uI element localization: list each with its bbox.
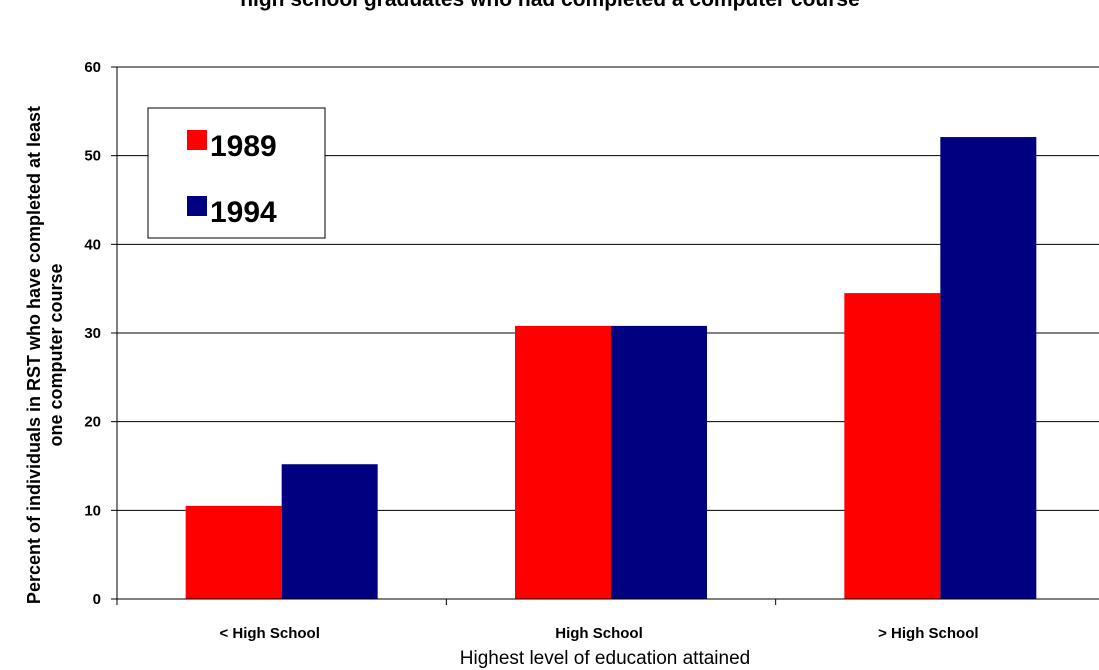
legend-box: [147, 107, 326, 239]
y-tick-label: 50: [84, 148, 101, 165]
chart-title: high school graduates who had completed …: [240, 0, 860, 11]
y-tick-label: 30: [84, 325, 101, 342]
y-tick-label: 10: [84, 502, 101, 519]
x-category-labels: < High School High School > High School: [219, 625, 978, 642]
bar-1994-1: [281, 464, 378, 599]
x-axis-label: Highest level of education attained: [460, 648, 750, 669]
x-category-label: > High School: [878, 625, 978, 642]
x-category-label: < High School: [219, 625, 319, 642]
legend-label-1994: 1994: [210, 196, 277, 229]
bar-1994-3: [940, 137, 1037, 599]
legend-swatch-1989: [187, 130, 207, 150]
y-tick-label: 20: [84, 414, 101, 431]
y-tick-label: 60: [84, 59, 101, 76]
y-axis-label: Percent of individuals in RST who have c…: [24, 106, 66, 604]
axes: [111, 66, 1099, 605]
x-category-label: High School: [555, 625, 643, 642]
legend-label-1989: 1989: [210, 130, 277, 163]
y-tick-label: 40: [84, 236, 101, 253]
y-tick-label: 0: [93, 591, 101, 608]
bar-1989-2: [515, 325, 611, 599]
legend-swatch-1994: [187, 196, 207, 216]
bar-1989-3: [844, 293, 941, 599]
bar-1989-1: [185, 505, 282, 599]
bars: [185, 137, 1037, 599]
bar-1994-2: [611, 325, 707, 599]
y-axis-label-line2: one computer course: [46, 263, 66, 446]
y-tick-labels: 0 10 20 30 40 50 60: [84, 59, 101, 608]
y-axis-label-line1: Percent of individuals in RST who have c…: [24, 106, 44, 604]
legend: 1989 1994: [147, 107, 326, 239]
